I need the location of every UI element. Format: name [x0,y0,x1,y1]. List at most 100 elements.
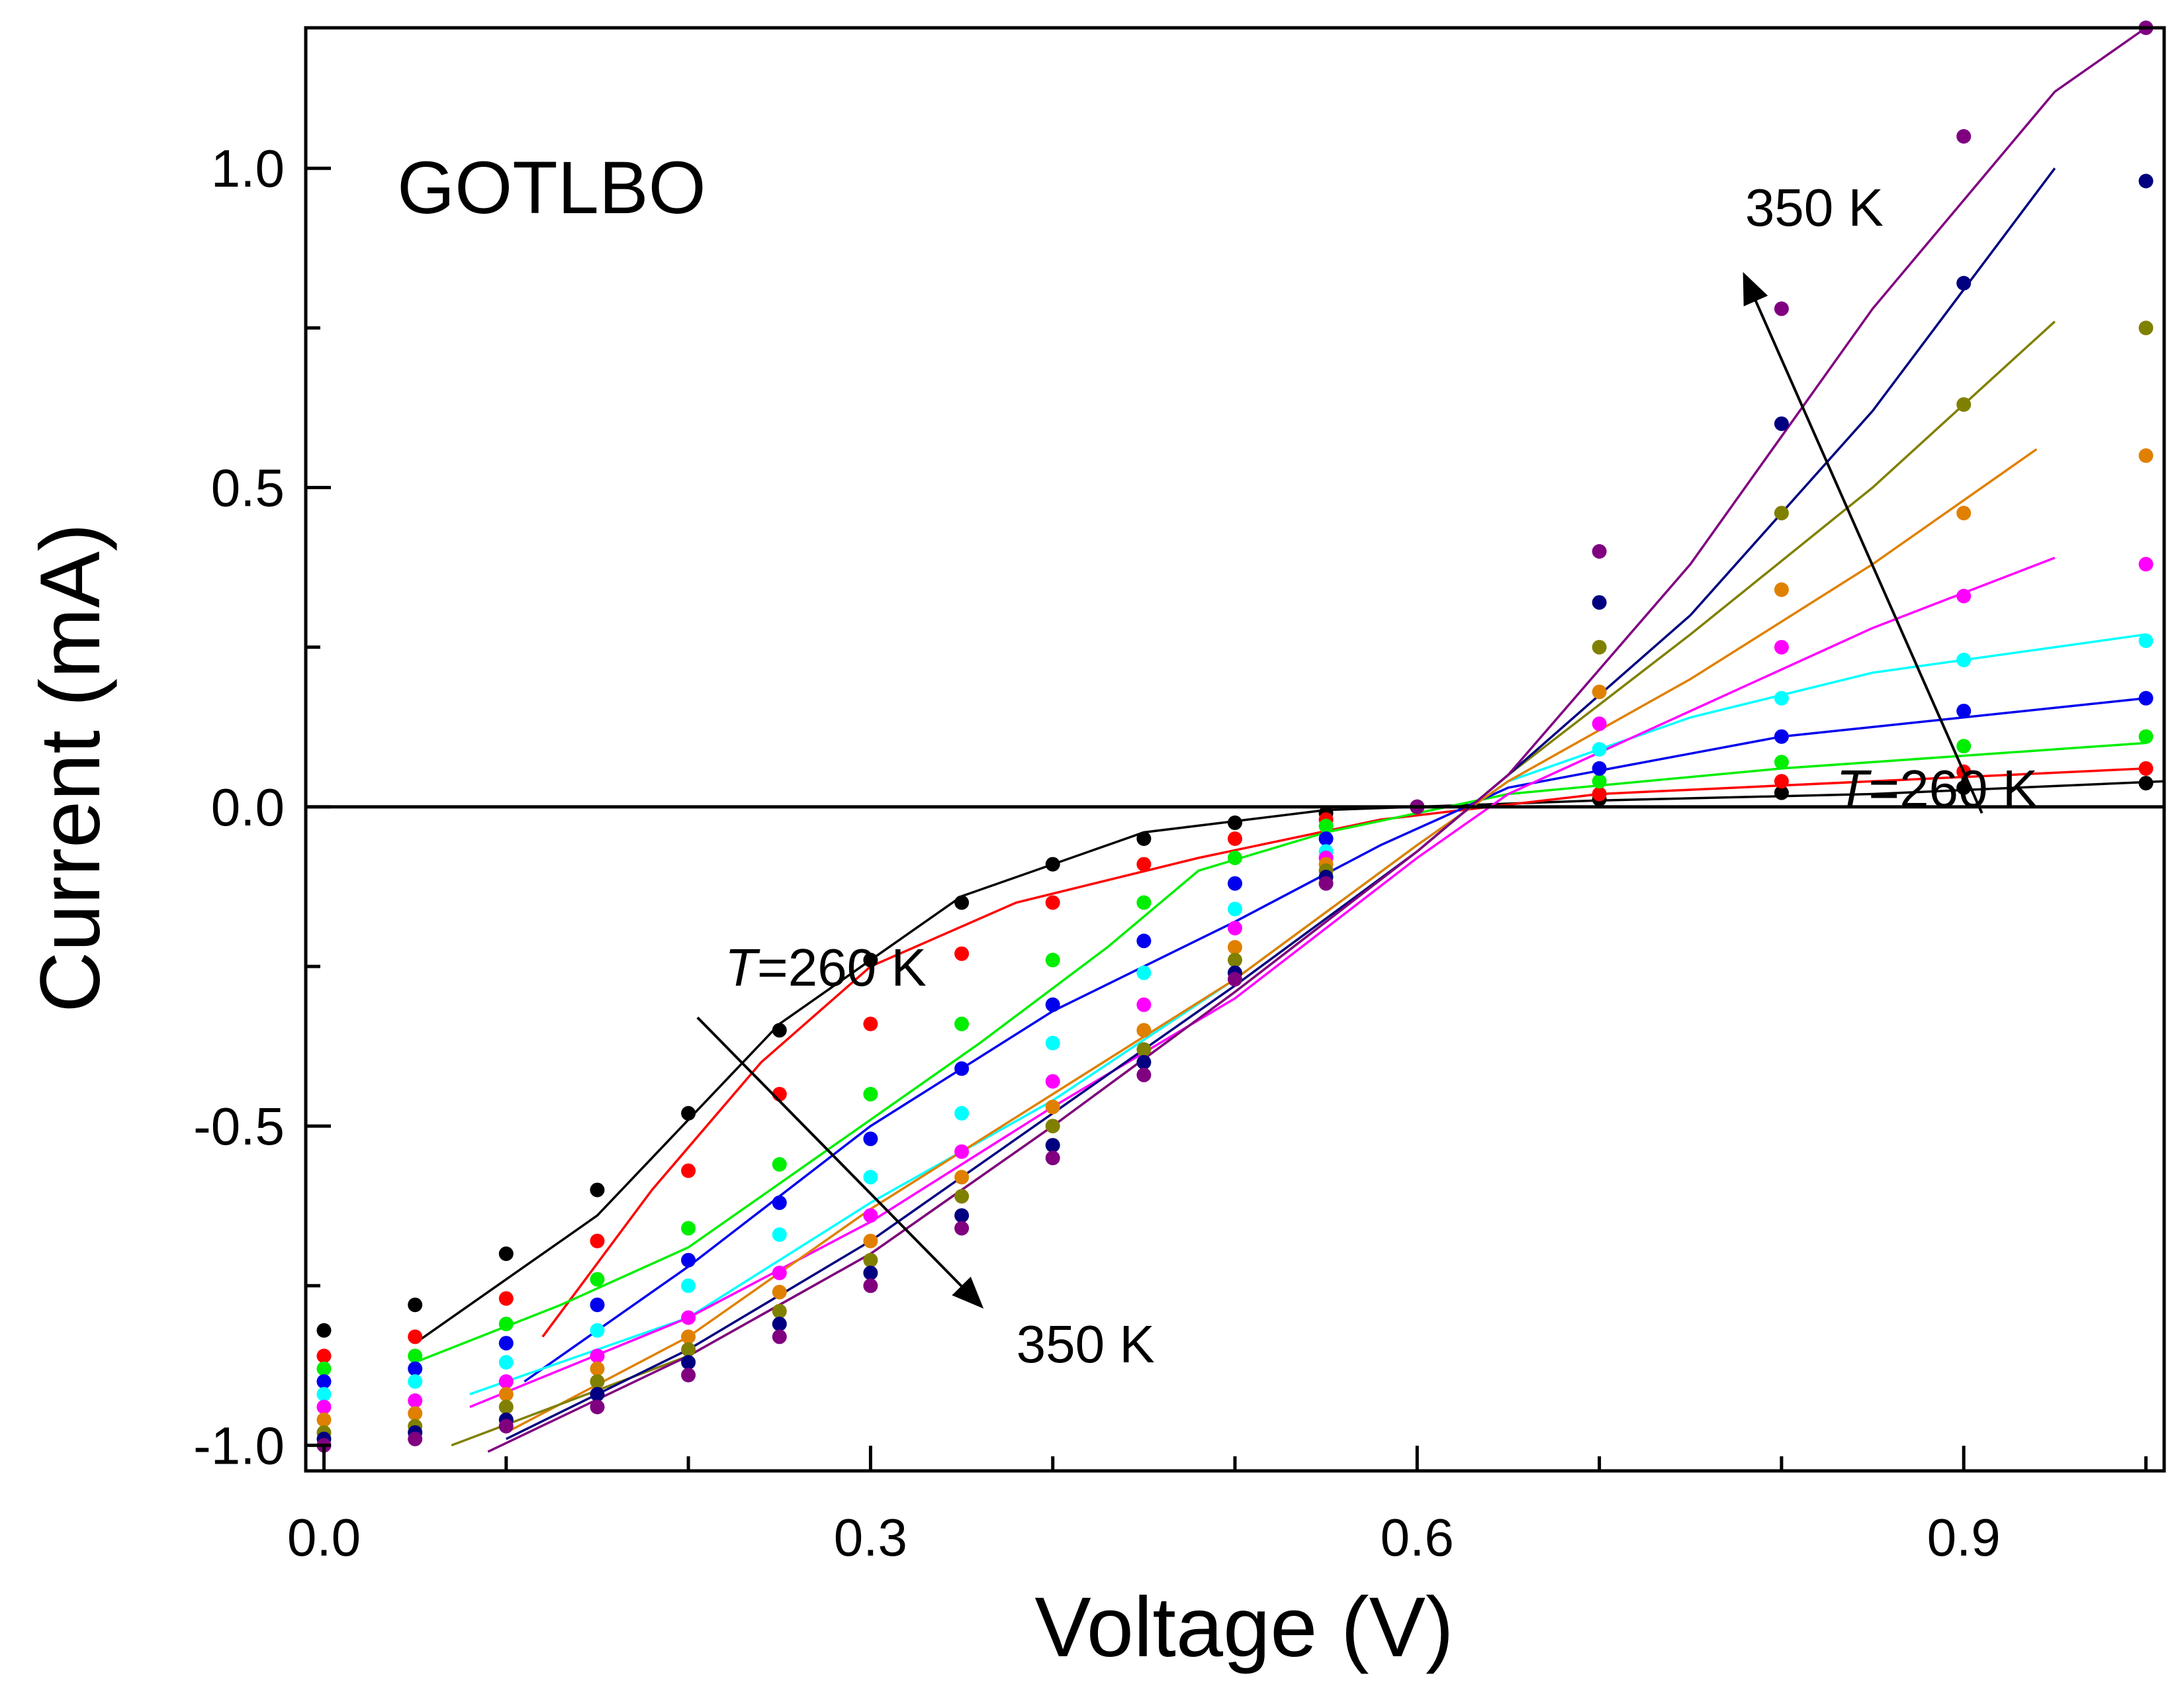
data-point [1592,716,1607,731]
data-point [316,1361,332,1376]
data-point [498,1399,514,1415]
data-point [408,1374,423,1389]
data-point [408,1393,423,1408]
temperature-annotation-2: 350 K [1017,1315,1155,1374]
data-point [1228,921,1242,936]
data-point [1045,857,1060,872]
data-point [863,1170,878,1185]
data-point [1045,1119,1060,1134]
data-point [681,1355,696,1370]
data-point [681,1221,696,1236]
axis-ticks [306,166,2148,1471]
x-axis-title: Voltage (V) [1034,1580,1453,1675]
data-point [408,1297,423,1313]
data-point [1228,831,1242,846]
trend-arrow-2 [1743,271,1983,814]
data-point [1136,965,1152,980]
data-point [590,1233,605,1248]
data-point [954,1061,970,1076]
series-10 [316,21,2154,1453]
data-point [498,1387,514,1402]
fit-curves [414,26,2165,1453]
data-point [590,1323,605,1338]
data-point [1136,1055,1152,1070]
data-point [1592,774,1607,789]
data-point [954,1208,970,1223]
data-point [772,1317,787,1332]
data-point [1136,895,1152,910]
y-tick-label: -1.0 [193,1416,285,1475]
data-point [590,1297,605,1313]
data-point [590,1374,605,1389]
data-point [1956,129,1972,144]
data-point [863,1131,878,1147]
data-point [772,1227,787,1243]
data-point [590,1387,605,1402]
panel-label: GOTLBO [397,146,706,229]
data-point [954,1170,970,1185]
data-point [2138,776,2154,791]
y-axis-title: Current (mA) [23,523,118,1013]
trend-arrow-1 [696,1016,984,1309]
data-point [954,1221,970,1236]
data-point [772,1329,787,1344]
data-point [498,1291,514,1306]
data-point [408,1406,423,1421]
data-point [1592,684,1607,700]
data-point [681,1310,696,1325]
data-point [498,1374,514,1389]
data-point [1592,639,1607,655]
data-point [863,1208,878,1223]
data-point [1045,997,1060,1012]
x-tick-label: 0.6 [1381,1508,1454,1567]
data-point [2138,761,2154,776]
data-point [681,1252,696,1268]
data-point [2138,448,2154,463]
data-points [316,21,2154,1453]
data-point [1045,1150,1060,1166]
fit-line-9 [506,167,2056,1440]
data-point [1136,831,1152,846]
data-point [681,1105,696,1121]
series-8 [316,320,2154,1440]
y-tick-label: 0.0 [211,778,285,837]
data-point [316,1399,332,1415]
data-point [1774,639,1789,655]
data-point [681,1368,696,1383]
data-point [1228,851,1242,865]
data-point [1045,1138,1060,1153]
data-point [954,1016,970,1031]
data-point [590,1348,605,1364]
data-point [1956,397,1972,412]
data-point [408,1431,423,1446]
x-tick-label: 0.9 [1927,1508,2001,1567]
data-point [408,1329,423,1344]
data-point [498,1419,514,1434]
data-point [1136,1042,1152,1057]
x-tick-label: 0.0 [287,1508,361,1567]
data-point [1956,780,1972,795]
data-point [681,1163,696,1178]
fit-line-8 [451,320,2056,1447]
data-point [1228,876,1242,891]
temperature-annotation-1: T=260 K [725,938,927,997]
data-point [1774,690,1789,706]
data-point [1045,1074,1060,1089]
data-point [863,953,878,968]
data-point [498,1317,514,1332]
data-point [1136,997,1152,1012]
data-point [498,1355,514,1370]
data-point [681,1342,696,1357]
trend-arrows [696,271,1983,1309]
data-point [1228,953,1242,968]
data-point [1956,704,1972,719]
data-point [1228,972,1242,987]
data-point [316,1387,332,1402]
fit-line-2 [541,767,2146,1338]
data-point [1774,774,1789,789]
temperature-annotation-3: 350 K [1745,178,1884,237]
data-point [2138,690,2154,706]
data-point [1228,815,1242,830]
data-point [2138,173,2154,189]
data-point [590,1399,605,1415]
